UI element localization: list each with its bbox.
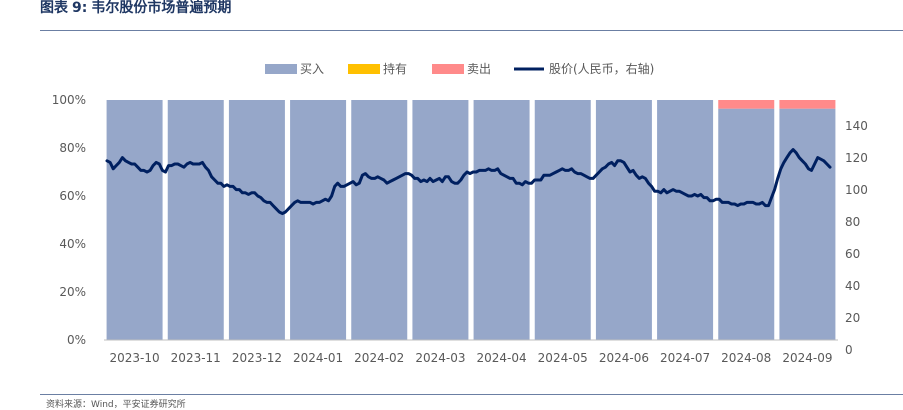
x-tick-label: 2024-04 (477, 351, 527, 365)
left-axis: 0% 20% 40% 60% 80% 100% (52, 93, 86, 347)
chart-legend: 买入 持有 卖出 股价(人民币，右轴) (265, 61, 654, 76)
bar-buy (657, 100, 714, 340)
price-line (105, 148, 832, 216)
bar-sell (779, 100, 836, 109)
x-tick-label: 2024-09 (782, 351, 832, 365)
x-tick-label: 2024-03 (415, 351, 465, 365)
right-tick-label: 140 (845, 119, 868, 133)
bar-buy (351, 100, 408, 340)
figure-title: 图表 9: 韦尔股份市场普遍预期 (40, 0, 231, 17)
x-axis: 2023-10 2023-11 2023-12 2024-01 2024-02 2024-… (104, 339, 838, 365)
bar-buy (106, 100, 163, 340)
bar-buy (167, 100, 224, 340)
legend-sell-swatch (432, 64, 464, 74)
bar-buy (534, 100, 591, 340)
x-tick-label: 2024-07 (660, 351, 710, 365)
x-tick-label: 2024-01 (293, 351, 343, 365)
legend-sell-label: 卖出 (467, 62, 491, 76)
bars (106, 100, 836, 340)
right-tick-label: 80 (845, 215, 860, 229)
price-line-group (105, 148, 832, 216)
right-tick-label: 120 (845, 151, 868, 165)
legend-sell: 卖出 (432, 62, 491, 76)
right-tick-label: 40 (845, 279, 860, 293)
bar-sell (718, 100, 775, 109)
x-tick-label: 2024-08 (721, 351, 771, 365)
bar-buy (595, 100, 652, 340)
legend-hold-swatch (348, 64, 380, 74)
figure-number: 9: (72, 0, 88, 16)
right-tick-label: 20 (845, 311, 860, 325)
left-tick-label: 80% (59, 141, 86, 155)
figure-label: 图表 (40, 0, 68, 16)
x-tick-label: 2024-05 (538, 351, 588, 365)
bar-buy (412, 100, 469, 340)
x-tick-label: 2023-10 (110, 351, 160, 365)
top-divider (40, 30, 903, 31)
x-tick-label: 2023-12 (232, 351, 282, 365)
legend-price: 股价(人民币，右轴) (514, 61, 654, 76)
legend-price-label: 股价(人民币，右轴) (549, 61, 654, 76)
left-tick-label: 60% (59, 189, 86, 203)
legend-buy-label: 买入 (300, 62, 324, 76)
bar-buy (779, 108, 836, 340)
bar-buy (473, 100, 530, 340)
bar-buy (290, 100, 347, 340)
x-tick-label: 2024-06 (599, 351, 649, 365)
x-tick-label: 2023-11 (171, 351, 221, 365)
legend-hold: 持有 (348, 61, 407, 76)
left-tick-label: 20% (59, 285, 86, 299)
left-tick-label: 40% (59, 237, 86, 251)
bottom-divider (40, 394, 903, 395)
x-tick-label: 2024-02 (354, 351, 404, 365)
figure-title-text: 韦尔股份市场普遍预期 (91, 0, 232, 16)
legend-hold-label: 持有 (383, 61, 407, 76)
bar-buy (228, 100, 285, 340)
right-tick-label: 0 (845, 343, 853, 357)
left-tick-label: 0% (67, 333, 86, 347)
right-tick-label: 100 (845, 183, 868, 197)
legend-buy-swatch (265, 64, 297, 74)
right-axis: 0 20 40 60 80 100 120 140 (845, 119, 868, 357)
bar-buy (718, 108, 775, 340)
legend-buy: 买入 (265, 62, 324, 76)
right-tick-label: 60 (845, 247, 860, 261)
left-tick-label: 100% (52, 93, 86, 107)
